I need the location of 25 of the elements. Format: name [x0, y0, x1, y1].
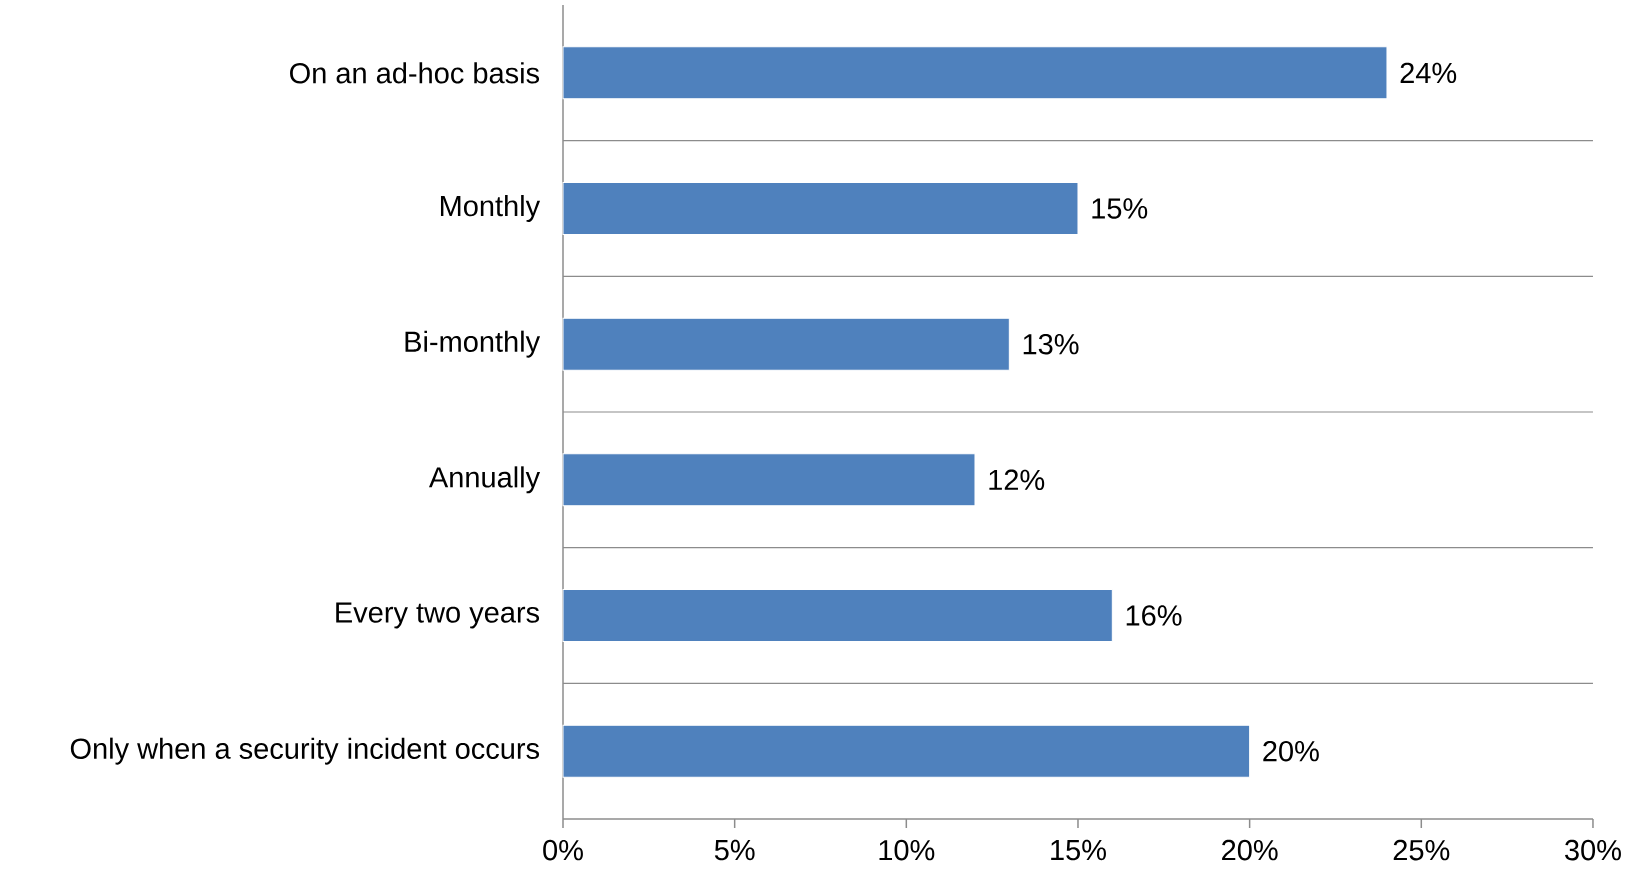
x-tick-label: 30% — [1565, 839, 1621, 861]
y-tick-label: Monthly — [440, 194, 541, 223]
bar — [562, 317, 1010, 371]
x-tick-label: 10% — [879, 839, 935, 861]
data-label: 13% — [1023, 333, 1079, 355]
x-tick-label: 5% — [714, 839, 755, 861]
data-label: 24% — [1400, 62, 1457, 84]
data-label: 12% — [989, 469, 1045, 491]
bar — [562, 589, 1113, 642]
y-tick-label: Annually — [428, 466, 541, 494]
x-tick-label: 25% — [1393, 839, 1450, 861]
y-tick-label: Every two years — [336, 602, 540, 629]
bar — [562, 182, 1079, 235]
data-label: 15% — [1092, 198, 1148, 219]
y-tick-label: Bi-monthly — [405, 330, 541, 358]
data-label: 20% — [1263, 740, 1319, 762]
bar — [562, 724, 1251, 778]
bar — [562, 453, 976, 507]
y-tick-label: On an ad-hoc basis — [290, 62, 540, 84]
x-tick-label: 20% — [1222, 839, 1278, 861]
y-tick-label: Only when a security incident occurs — [70, 737, 540, 765]
x-tick-label: 15% — [1051, 839, 1106, 861]
data-label: 16% — [1126, 605, 1182, 626]
bar — [562, 46, 1388, 100]
x-tick-label: 0% — [543, 839, 583, 861]
